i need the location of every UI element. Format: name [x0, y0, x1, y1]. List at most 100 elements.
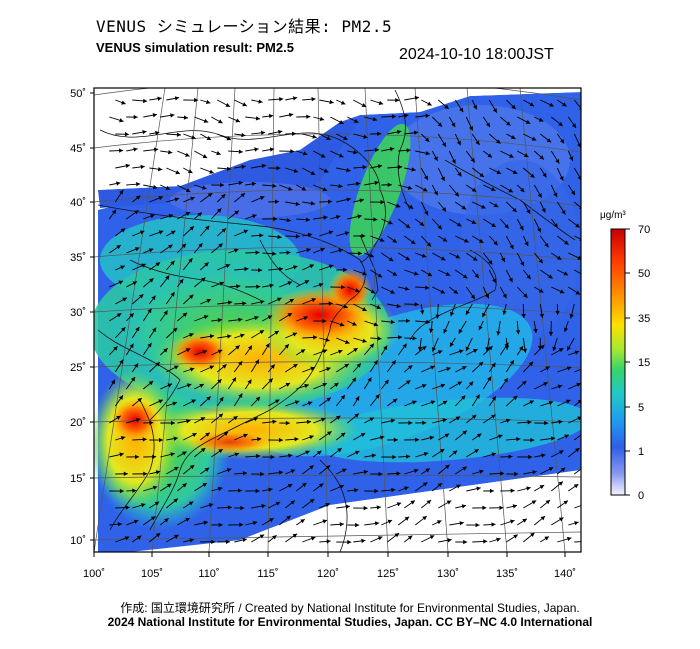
wind-arrowhead	[353, 149, 358, 155]
wind-arrowhead	[238, 149, 243, 154]
wind-arrowhead	[421, 384, 427, 389]
wind-arrowhead	[436, 520, 442, 525]
wind-arrowhead	[286, 515, 291, 520]
wind-arrowhead	[501, 257, 505, 263]
wind-arrowhead	[270, 364, 275, 369]
wind-arrowhead	[340, 395, 345, 400]
wind-arrowhead	[235, 345, 240, 350]
wind-arrowhead	[429, 328, 434, 333]
wind-arrowhead	[254, 147, 259, 152]
wind-arrowhead	[437, 350, 443, 355]
wind-arrowhead	[474, 273, 479, 279]
wind-arrowhead	[544, 536, 549, 541]
wind-arrowhead	[343, 135, 348, 140]
wind-arrowhead	[139, 230, 145, 235]
wind-arrowhead	[327, 199, 333, 204]
wind-arrowhead	[165, 185, 171, 190]
wind-arrowhead	[362, 307, 367, 311]
wind-arrowhead	[491, 522, 496, 527]
wind-arrowhead	[496, 170, 502, 174]
wind-arrowhead	[373, 217, 378, 222]
wind-arrowhead	[203, 118, 209, 123]
wind-arrowhead	[255, 488, 260, 494]
wind-arrowhead	[340, 432, 346, 437]
wind-arrowhead	[170, 230, 176, 235]
wind-arrowhead	[558, 517, 564, 522]
wind-arrowhead	[362, 271, 367, 276]
wind-arrowhead	[432, 347, 437, 352]
wind-arrowhead	[451, 122, 456, 128]
wind-arrowhead	[441, 207, 447, 212]
wind-arrowhead	[221, 228, 227, 233]
wind-arrowhead	[384, 379, 389, 385]
wind-arrowhead	[247, 379, 252, 385]
wind-arrowhead	[571, 123, 577, 128]
wind-arrowhead	[163, 310, 168, 316]
wind-arrowhead	[512, 207, 517, 213]
wind-arrowhead	[240, 193, 246, 198]
wind-arrowhead	[231, 377, 237, 382]
wind-arrowhead	[406, 380, 411, 385]
wind-arrowhead	[354, 487, 359, 493]
wind-arrowhead	[341, 285, 346, 290]
wind-arrowhead	[242, 471, 247, 476]
wind-arrowhead	[133, 519, 139, 524]
wind-arrowhead	[318, 282, 324, 288]
wind-arrowhead	[326, 136, 331, 140]
wind-arrowhead	[322, 187, 328, 192]
wind-arrowhead	[340, 100, 346, 105]
wind-arrowhead	[508, 188, 513, 193]
wind-arrowhead	[189, 465, 195, 470]
wind-arrowhead	[182, 483, 187, 488]
wind-arrowhead	[338, 248, 343, 253]
wind-arrowhead	[295, 234, 300, 239]
wind-arrowhead	[287, 484, 293, 488]
wind-arrowhead	[124, 536, 130, 541]
wind-arrowhead	[379, 435, 385, 440]
wind-arrowhead	[398, 335, 403, 340]
wind-arrowhead	[502, 310, 507, 315]
title-english: VENUS simulation result: PM2.5	[96, 40, 294, 55]
wind-arrowhead	[472, 349, 478, 353]
wind-arrowhead	[322, 349, 328, 354]
wind-arrowhead	[456, 222, 462, 227]
wind-arrowhead	[581, 367, 586, 371]
wind-arrowhead	[143, 471, 148, 477]
wind-arrowhead	[173, 467, 179, 471]
wind-arrowhead	[404, 286, 410, 291]
wind-arrow	[574, 235, 581, 240]
wind-arrowhead	[174, 197, 180, 202]
wind-arrowhead	[236, 284, 241, 289]
wind-arrowhead	[234, 452, 240, 457]
wind-arrowhead	[241, 132, 246, 138]
wind-arrowhead	[286, 217, 291, 223]
wind-arrowhead	[359, 198, 364, 203]
wind-arrowhead	[300, 519, 305, 524]
wind-arrowhead	[233, 416, 238, 421]
wind-arrowhead	[550, 436, 556, 441]
wind-arrowhead	[539, 155, 544, 160]
wind-arrowhead	[286, 250, 291, 255]
wind-arrowhead	[188, 501, 194, 506]
wind-arrowhead	[491, 414, 496, 419]
wind-arrowhead	[320, 417, 326, 422]
wind-arrow	[574, 505, 581, 509]
wind-arrowhead	[414, 95, 420, 101]
colorbar-tick-label: 35	[638, 313, 650, 325]
wind-arrowhead	[473, 104, 477, 110]
wind-arrowhead	[425, 113, 430, 118]
wind-arrowhead	[272, 535, 277, 540]
wind-arrowhead	[194, 97, 199, 103]
wind-arrowhead	[553, 223, 558, 228]
wind-arrowhead	[337, 448, 342, 453]
wind-arrowhead	[206, 396, 211, 401]
wind-arrowhead	[522, 518, 527, 523]
wind-arrowhead	[173, 436, 178, 441]
wind-arrowhead	[512, 504, 518, 509]
wind-arrowhead	[295, 201, 300, 207]
wind-arrowhead	[274, 399, 280, 404]
wind-arrowhead	[444, 104, 449, 109]
wind-arrow	[573, 99, 581, 109]
wind-arrowhead	[478, 361, 484, 367]
wind-arrowhead	[235, 118, 241, 123]
